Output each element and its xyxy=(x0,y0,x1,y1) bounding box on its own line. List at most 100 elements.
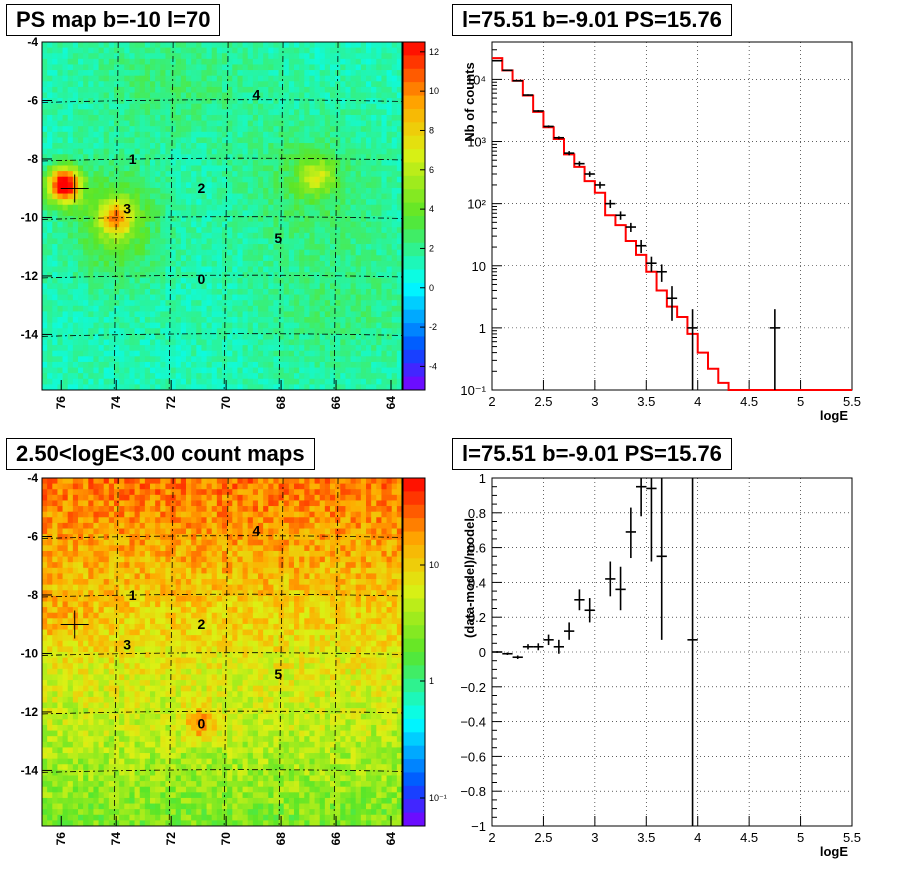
heatmap-cell xyxy=(283,204,290,211)
heatmap-cell xyxy=(288,165,295,172)
heatmap-cell xyxy=(396,494,403,501)
heatmap-cell xyxy=(391,345,398,352)
heatmap-cell xyxy=(324,187,331,194)
heatmap-cell xyxy=(366,53,372,60)
heatmap-cell xyxy=(330,506,336,513)
heatmap-cell xyxy=(268,42,274,49)
heatmap-cell xyxy=(366,232,372,239)
heatmap-cell xyxy=(78,210,84,217)
heatmap-cell xyxy=(170,137,177,144)
heatmap-cell xyxy=(371,109,377,116)
heatmap-cell xyxy=(114,126,120,133)
heatmap-cell xyxy=(340,300,346,307)
heatmap-cell xyxy=(391,204,398,211)
heatmap-cell xyxy=(211,210,218,217)
heatmap-cell xyxy=(376,345,382,352)
heatmap-cell xyxy=(273,266,279,273)
heatmap-cell xyxy=(381,176,387,183)
heatmap-cell xyxy=(216,305,223,312)
heatmap-cell xyxy=(57,350,63,357)
heatmap-cell xyxy=(237,109,243,116)
heatmap-cell xyxy=(237,260,243,267)
heatmap-cell xyxy=(129,126,135,133)
heatmap-cell xyxy=(376,300,382,307)
heatmap-cell xyxy=(139,356,146,363)
heatmap-cell xyxy=(129,350,135,357)
heatmap-cell xyxy=(222,47,228,54)
heatmap-cell xyxy=(134,64,141,71)
heatmap-cell xyxy=(360,58,367,65)
heatmap-cell xyxy=(88,176,94,183)
heatmap-cell xyxy=(206,47,213,54)
heatmap-cell xyxy=(386,109,393,116)
heatmap-cell xyxy=(175,148,182,155)
heatmap-cell xyxy=(345,311,351,318)
heatmap-cell xyxy=(232,193,238,200)
heatmap-cell xyxy=(52,81,58,88)
heatmap-cell xyxy=(165,506,171,513)
heatmap-cell xyxy=(175,483,182,490)
heatmap-cell xyxy=(88,148,94,155)
heatmap-cell xyxy=(206,478,213,485)
heatmap-cell xyxy=(201,339,207,346)
heatmap-cell xyxy=(160,176,166,183)
heatmap-cell xyxy=(62,517,69,524)
heatmap-cell xyxy=(340,64,346,71)
heatmap-cell xyxy=(283,249,290,256)
heatmap-cell xyxy=(309,328,315,335)
heatmap-cell xyxy=(288,517,295,524)
colorbar-label: 4 xyxy=(429,204,434,214)
heatmap-cell xyxy=(150,373,156,380)
heatmap-cell xyxy=(252,345,259,352)
heatmap-cell xyxy=(78,131,84,138)
heatmap-cell xyxy=(191,517,197,524)
heatmap-cell xyxy=(175,238,182,245)
heatmap-cell xyxy=(216,47,223,54)
heatmap-cell xyxy=(222,294,228,301)
heatmap-cell xyxy=(52,238,58,245)
heatmap-cell xyxy=(340,92,346,99)
colorbar-label: 2 xyxy=(429,243,434,253)
heatmap-cell xyxy=(355,345,362,352)
heatmap-cell xyxy=(386,350,393,357)
heatmap-cell xyxy=(252,260,259,267)
heatmap-cell xyxy=(114,131,120,138)
heatmap-cell xyxy=(52,244,58,251)
heatmap-cell xyxy=(191,64,197,71)
heatmap-cell xyxy=(78,120,84,127)
colorbar-cell xyxy=(403,256,425,271)
heatmap-cell xyxy=(67,176,74,183)
heatmap-cell xyxy=(191,500,197,507)
heatmap-cell xyxy=(201,92,207,99)
heatmap-cell xyxy=(273,489,279,496)
heatmap-cell xyxy=(360,159,367,166)
heatmap-cell xyxy=(78,373,84,380)
heatmap-cell xyxy=(366,58,372,65)
heatmap-cell xyxy=(150,148,156,155)
heatmap-cell xyxy=(319,238,326,245)
heatmap-cell xyxy=(124,322,130,329)
heatmap-cell xyxy=(227,114,233,121)
heatmap-cell xyxy=(129,53,135,60)
heatmap-cell xyxy=(340,511,346,518)
heatmap-cell xyxy=(304,277,310,284)
heatmap-cell xyxy=(268,489,274,496)
heatmap-cell xyxy=(191,288,197,295)
heatmap-cell xyxy=(129,317,135,324)
heatmap-cell xyxy=(371,137,377,144)
heatmap-cell xyxy=(309,42,315,49)
heatmap-cell xyxy=(366,210,372,217)
heatmap-cell xyxy=(134,322,141,329)
heatmap-cell xyxy=(42,64,48,71)
heatmap-cell xyxy=(350,165,357,172)
heatmap-cell xyxy=(88,143,94,150)
heatmap-cell xyxy=(268,255,274,262)
heatmap-cell xyxy=(108,193,115,200)
heatmap-cell xyxy=(160,367,166,374)
heatmap-cell xyxy=(124,305,130,312)
heatmap-cell xyxy=(83,384,89,391)
heatmap-cell xyxy=(62,345,69,352)
colorbar-cell xyxy=(403,323,425,337)
heatmap-cell xyxy=(396,92,403,99)
heatmap-cell xyxy=(62,361,69,368)
